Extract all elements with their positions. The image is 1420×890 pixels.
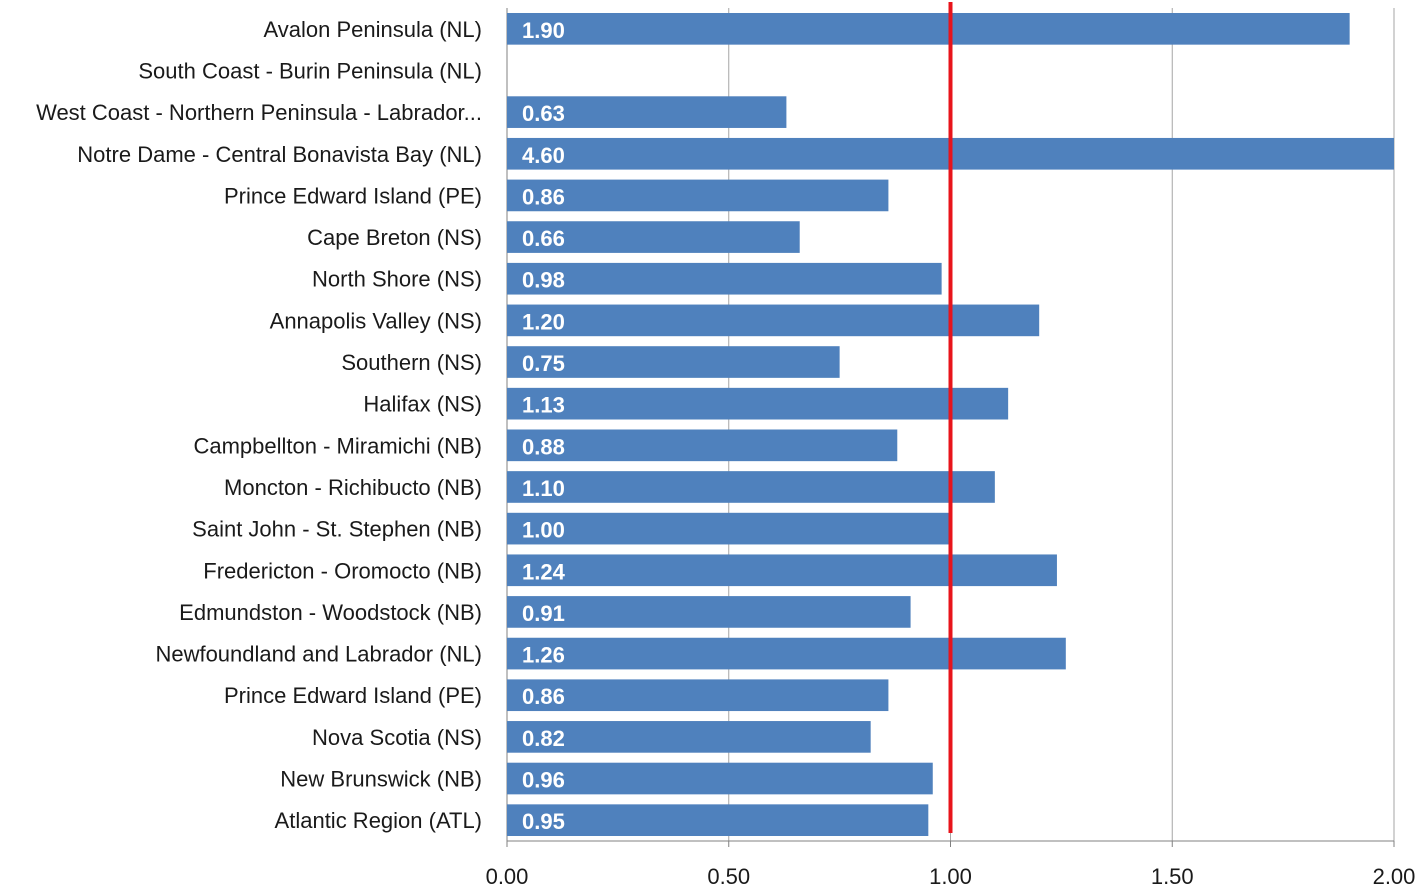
data-label: 0.66 bbox=[522, 226, 565, 251]
data-label: 4.60 bbox=[522, 143, 565, 168]
data-label: 1.10 bbox=[522, 476, 565, 501]
bar bbox=[507, 554, 1057, 587]
x-tick-label: 2.00 bbox=[1373, 864, 1416, 889]
bar bbox=[507, 387, 1009, 420]
category-label: Moncton - Richibucto (NB) bbox=[224, 475, 482, 500]
category-label: Notre Dame - Central Bonavista Bay (NL) bbox=[77, 142, 482, 167]
bar bbox=[507, 596, 911, 628]
x-tick-label: 0.50 bbox=[707, 864, 750, 889]
bar bbox=[507, 637, 1066, 670]
bar bbox=[507, 221, 800, 253]
bar bbox=[507, 304, 1040, 337]
data-label: 0.86 bbox=[522, 684, 565, 709]
category-label: Fredericton - Oromocto (NB) bbox=[203, 558, 482, 583]
category-label: New Brunswick (NB) bbox=[280, 767, 482, 792]
bar bbox=[507, 262, 942, 295]
category-label: Prince Edward Island (PE) bbox=[224, 683, 482, 708]
data-label: 1.13 bbox=[522, 393, 565, 418]
data-label: 1.00 bbox=[522, 518, 565, 543]
bar bbox=[507, 804, 929, 837]
x-tick-label: 1.50 bbox=[1151, 864, 1194, 889]
category-label: Avalon Peninsula (NL) bbox=[264, 17, 483, 42]
x-tick-label: 0.00 bbox=[486, 864, 529, 889]
x-axis-ticks: 0.00 0.50 1.00 1.50 2.00 bbox=[486, 841, 1416, 889]
category-labels: Avalon Peninsula (NL) South Coast - Burin… bbox=[36, 17, 482, 833]
bar bbox=[507, 179, 889, 212]
category-label: South Coast - Burin Peninsula (NL) bbox=[138, 58, 482, 83]
category-label: Prince Edward Island (PE) bbox=[224, 183, 482, 208]
category-label: Cape Breton (NS) bbox=[307, 225, 482, 250]
data-label: 0.82 bbox=[522, 726, 565, 751]
bar bbox=[507, 12, 1350, 45]
data-label: 0.96 bbox=[522, 768, 565, 793]
bar bbox=[507, 721, 871, 753]
data-label: 0.63 bbox=[522, 101, 565, 126]
data-label: 0.98 bbox=[522, 268, 565, 293]
category-label: Saint John - St. Stephen (NB) bbox=[192, 517, 482, 542]
data-label: 0.88 bbox=[522, 434, 565, 459]
category-label: Annapolis Valley (NS) bbox=[270, 308, 482, 333]
category-label: Edmundston - Woodstock (NB) bbox=[179, 600, 482, 625]
data-label: 1.20 bbox=[522, 309, 565, 334]
data-label: 0.91 bbox=[522, 601, 565, 626]
data-label: 0.95 bbox=[522, 809, 565, 834]
category-label: Halifax (NS) bbox=[363, 392, 482, 417]
bar bbox=[507, 679, 889, 712]
data-label: 1.26 bbox=[522, 643, 565, 668]
category-label: Nova Scotia (NS) bbox=[312, 725, 482, 750]
data-label: 0.75 bbox=[522, 351, 565, 376]
bar bbox=[507, 346, 840, 378]
category-label: Atlantic Region (ATL) bbox=[275, 808, 482, 833]
bar bbox=[507, 471, 995, 503]
bar bbox=[507, 762, 933, 795]
data-label: 1.90 bbox=[522, 18, 565, 43]
category-label: North Shore (NS) bbox=[312, 267, 482, 292]
data-label: 0.86 bbox=[522, 184, 565, 209]
bar bbox=[507, 512, 951, 545]
x-tick-label: 1.00 bbox=[929, 864, 972, 889]
bars: 1.90 0.63 4.60 0.86 0.66 0.98 1.20 0.75 1.13 0.88… bbox=[507, 12, 1394, 837]
bar bbox=[507, 429, 898, 462]
category-label: Southern (NS) bbox=[341, 350, 482, 375]
category-label: West Coast - Northern Peninsula - Labrad… bbox=[36, 100, 482, 125]
category-label: Newfoundland and Labrador (NL) bbox=[155, 642, 482, 667]
bar bbox=[507, 96, 787, 128]
category-label: Campbellton - Miramichi (NB) bbox=[193, 433, 482, 458]
data-label: 1.24 bbox=[522, 559, 566, 584]
